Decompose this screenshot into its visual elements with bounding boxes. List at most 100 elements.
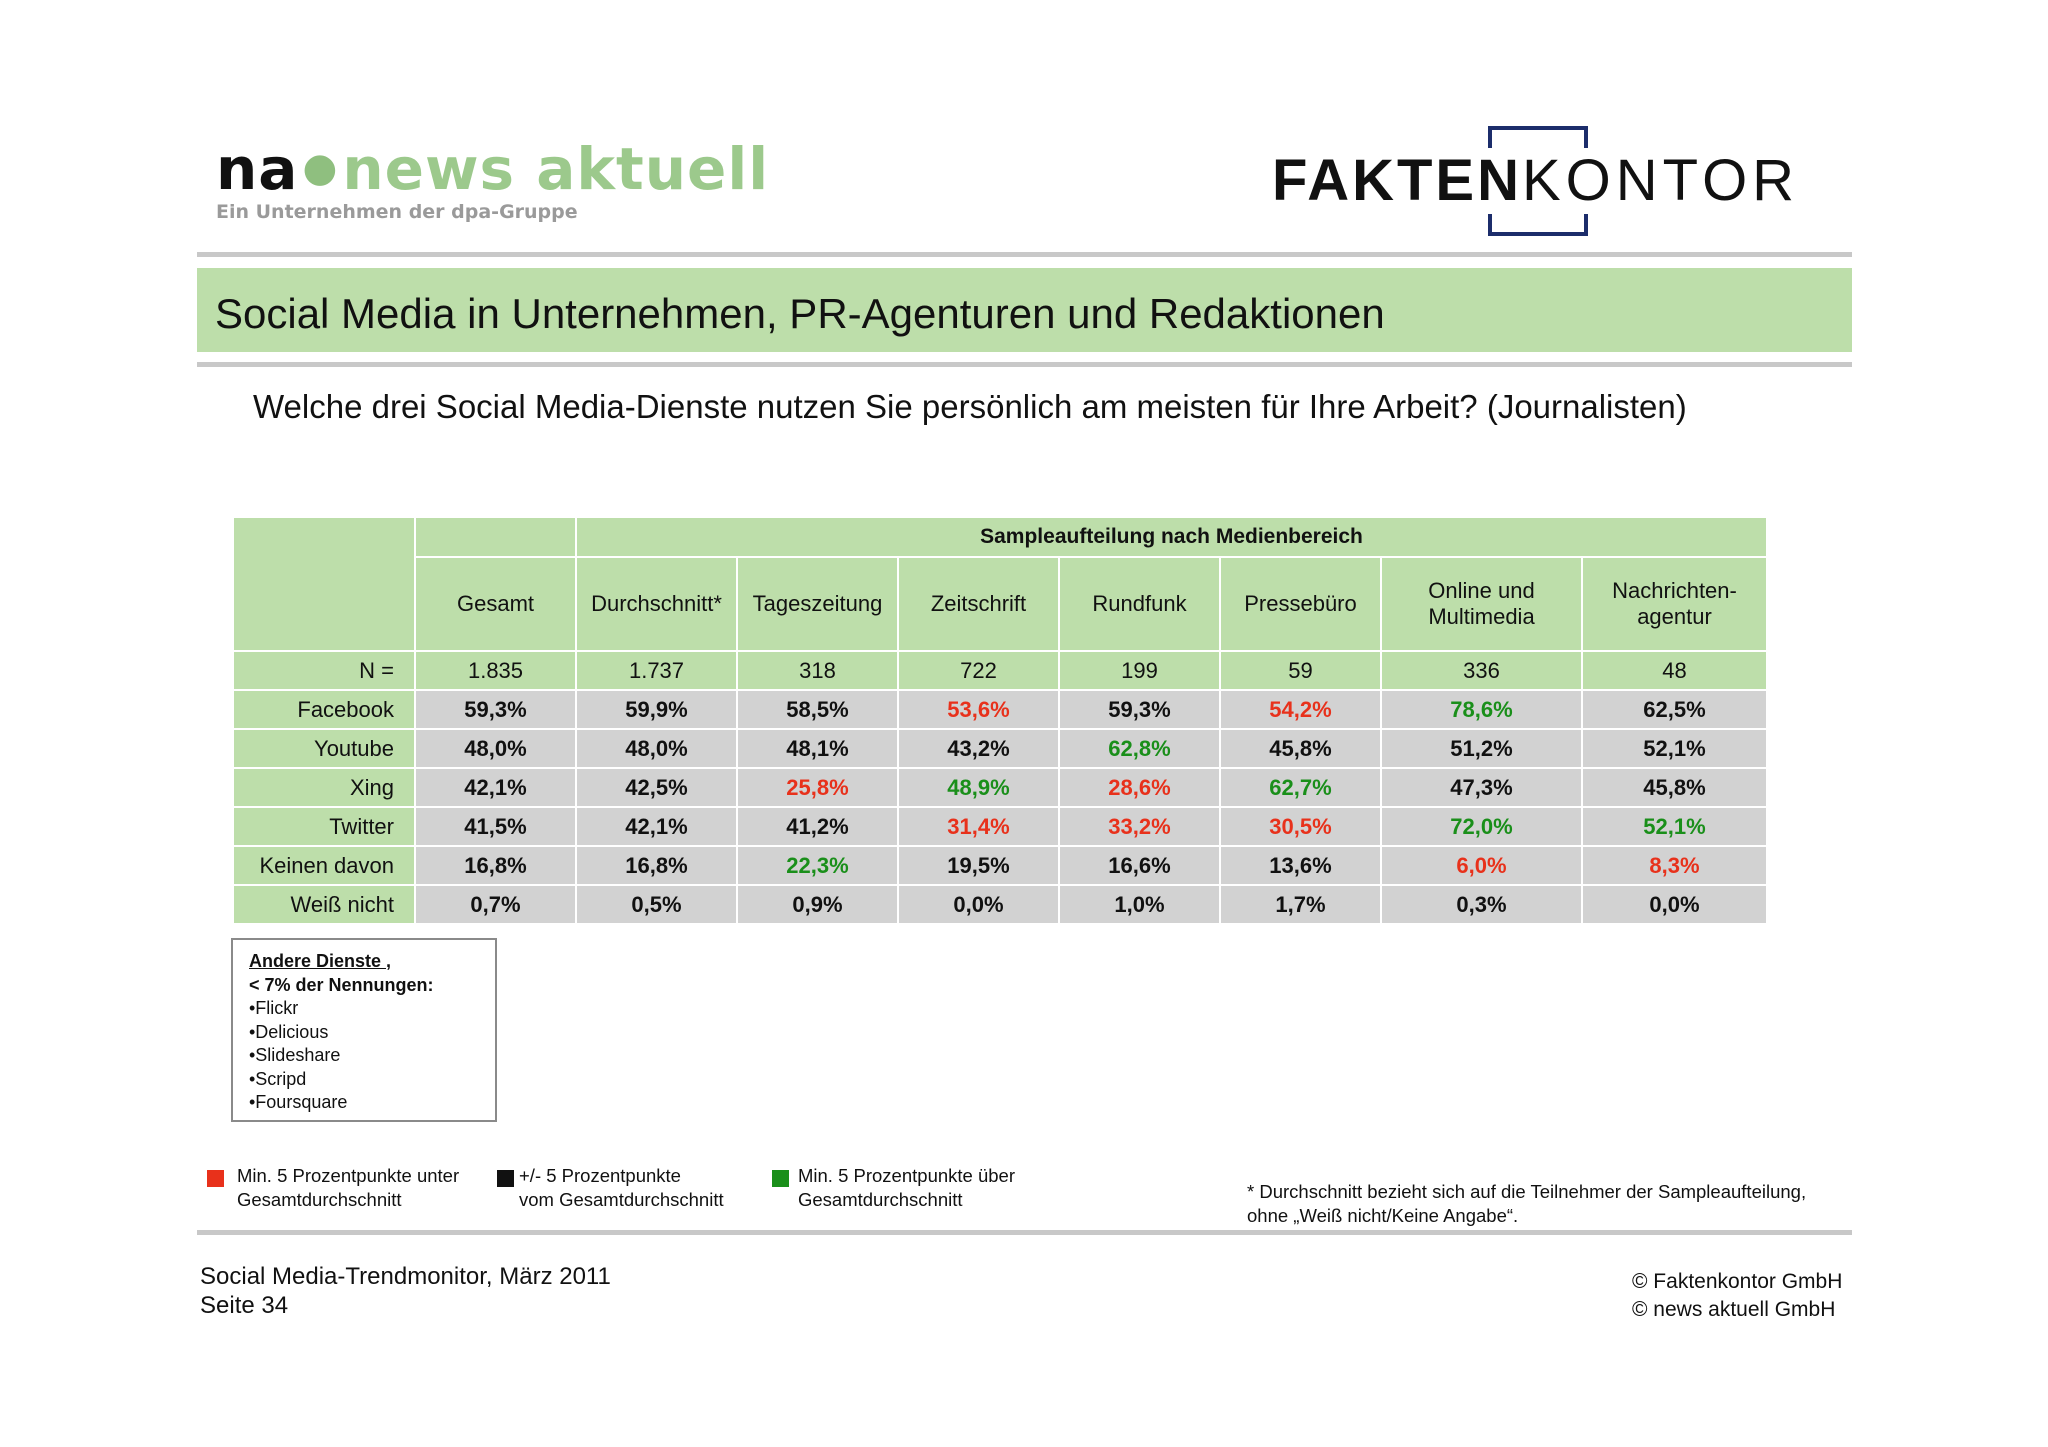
- value-cell: 62,7%: [1219, 767, 1382, 808]
- value-cell: 19,5%: [897, 845, 1060, 886]
- logo-subtitle: Ein Unternehmen der dpa-Gruppe: [216, 201, 578, 223]
- footer-left: Social Media-Trendmonitor, März 2011 Sei…: [200, 1262, 611, 1320]
- value-cell: 22,3%: [736, 845, 899, 886]
- col-header: Online und Multimedia: [1380, 556, 1583, 652]
- value-cell: 59,3%: [414, 689, 577, 730]
- value-cell: 59,9%: [575, 689, 738, 730]
- results-table: Sampleaufteilung nach Medienbereich Gesa…: [232, 516, 1768, 925]
- value-cell: 6,0%: [1380, 845, 1583, 886]
- value-cell: 45,8%: [1219, 728, 1382, 769]
- value-cell: 45,8%: [1581, 767, 1768, 808]
- divider-top: [197, 252, 1852, 257]
- footnote-line: * Durchschnitt bezieht sich auf die Teil…: [1247, 1181, 1807, 1202]
- value-cell: 48,9%: [897, 767, 1060, 808]
- value-cell: 48,0%: [414, 728, 577, 769]
- value-cell: 47,3%: [1380, 767, 1583, 808]
- n-cell: 1.737: [575, 650, 738, 691]
- table-row: Facebook 59,3% 59,9% 58,5% 53,6% 59,3% 54,2% 78…: [232, 689, 1768, 730]
- value-cell: 16,6%: [1058, 845, 1221, 886]
- n-cell: 59: [1219, 650, 1382, 691]
- value-cell: 16,8%: [414, 845, 577, 886]
- legend-black-square-icon: [497, 1170, 514, 1187]
- row-label: Xing: [232, 767, 416, 808]
- value-cell: 78,6%: [1380, 689, 1583, 730]
- table-corner: [232, 516, 416, 652]
- value-cell: 42,1%: [414, 767, 577, 808]
- value-cell: 48,1%: [736, 728, 899, 769]
- logo-kontor: KONTOR: [1522, 148, 1800, 213]
- n-cell: 199: [1058, 650, 1221, 691]
- value-cell: 54,2%: [1219, 689, 1382, 730]
- sample-size-row: N = 1.835 1.737 318 722 199 59 336 48: [232, 650, 1768, 691]
- col-header: Durchschnitt*: [575, 556, 738, 652]
- col-header: Nachrichten-agentur: [1581, 556, 1768, 652]
- other-services-title: Andere Dienste ,: [249, 951, 392, 971]
- table-row: Keinen davon 16,8% 16,8% 22,3% 19,5% 16,6% 13,…: [232, 845, 1768, 886]
- legend-text: Gesamtdurchschnitt: [237, 1188, 402, 1210]
- n-cell: 722: [897, 650, 1060, 691]
- table-row: Weiß nicht 0,7% 0,5% 0,9% 0,0% 1,0% 1,7% 0,3% 0,…: [232, 884, 1768, 925]
- value-cell: 42,1%: [575, 806, 738, 847]
- value-cell: 33,2%: [1058, 806, 1221, 847]
- value-cell: 51,2%: [1380, 728, 1583, 769]
- other-service-item: •Flickr: [249, 998, 299, 1018]
- row-label: Twitter: [232, 806, 416, 847]
- other-services-box: Andere Dienste , < 7% der Nennungen: •Fl…: [231, 938, 497, 1122]
- news-aktuell-logo: na ●news aktuell Ein Unternehmen der dpa-…: [216, 138, 769, 223]
- data-rows: Facebook 59,3% 59,9% 58,5% 53,6% 59,3% 54,2% 78…: [232, 689, 1768, 925]
- row-label: Youtube: [232, 728, 416, 769]
- row-label: N =: [232, 650, 416, 691]
- legend-red-square-icon: [207, 1170, 224, 1187]
- value-cell: 25,8%: [736, 767, 899, 808]
- page-number: Seite 34: [200, 1292, 289, 1319]
- legend-text: vom Gesamtdurchschnitt: [519, 1188, 724, 1210]
- value-cell: 72,0%: [1380, 806, 1583, 847]
- divider-title: [197, 362, 1852, 367]
- n-cell: 336: [1380, 650, 1583, 691]
- other-services-subtitle: < 7% der Nennungen:: [249, 974, 434, 995]
- faktenkontor-logo: FAKTENKONTOR: [1272, 126, 1820, 238]
- value-cell: 0,0%: [1581, 884, 1768, 925]
- legend-text: +/- 5 Prozentpunkte: [519, 1165, 681, 1186]
- value-cell: 43,2%: [897, 728, 1060, 769]
- page-title: Social Media in Unternehmen, PR-Agenture…: [215, 290, 1385, 337]
- value-cell: 42,5%: [575, 767, 738, 808]
- value-cell: 1,0%: [1058, 884, 1221, 925]
- logo-fakten: FAKTEN: [1272, 148, 1522, 213]
- legend-text: Gesamtdurchschnitt: [798, 1188, 963, 1210]
- value-cell: 0,0%: [897, 884, 1060, 925]
- table-row: Xing 42,1% 42,5% 25,8% 48,9% 28,6% 62,7% 47,3% 4…: [232, 767, 1768, 808]
- col-header: Rundfunk: [1058, 556, 1221, 652]
- group-header: Sampleaufteilung nach Medienbereich: [575, 516, 1768, 558]
- row-label: Facebook: [232, 689, 416, 730]
- n-cell: 1.835: [414, 650, 577, 691]
- copyright-line: © news aktuell GmbH: [1632, 1298, 1836, 1321]
- logo-na-prefix: na: [216, 135, 299, 203]
- value-cell: 52,1%: [1581, 728, 1768, 769]
- value-cell: 62,8%: [1058, 728, 1221, 769]
- value-cell: 41,2%: [736, 806, 899, 847]
- value-cell: 16,8%: [575, 845, 738, 886]
- row-label: Keinen davon: [232, 845, 416, 886]
- survey-question: Welche drei Social Media-Dienste nutzen …: [253, 388, 1687, 425]
- value-cell: 0,5%: [575, 884, 738, 925]
- divider-footer: [197, 1230, 1852, 1235]
- value-cell: 53,6%: [897, 689, 1060, 730]
- group-header-spacer: [414, 516, 577, 558]
- col-header: Gesamt: [414, 556, 577, 652]
- copyright-line: © Faktenkontor GmbH: [1632, 1270, 1843, 1293]
- value-cell: 8,3%: [1581, 845, 1768, 886]
- column-header-row: Gesamt Durchschnitt* Tageszeitung Zeitsc…: [233, 556, 1768, 652]
- footer-right: © Faktenkontor GmbH © news aktuell GmbH: [1632, 1268, 1842, 1324]
- value-cell: 62,5%: [1581, 689, 1768, 730]
- col-header: Zeitschrift: [897, 556, 1060, 652]
- value-cell: 52,1%: [1581, 806, 1768, 847]
- value-cell: 58,5%: [736, 689, 899, 730]
- legend-text: Min. 5 Prozentpunkte über: [798, 1165, 1015, 1186]
- value-cell: 0,7%: [414, 884, 577, 925]
- value-cell: 48,0%: [575, 728, 738, 769]
- other-service-item: •Scripd: [249, 1068, 307, 1089]
- other-service-item: •Slideshare: [249, 1045, 341, 1065]
- value-cell: 59,3%: [1058, 689, 1221, 730]
- col-header: Pressebüro: [1219, 556, 1382, 652]
